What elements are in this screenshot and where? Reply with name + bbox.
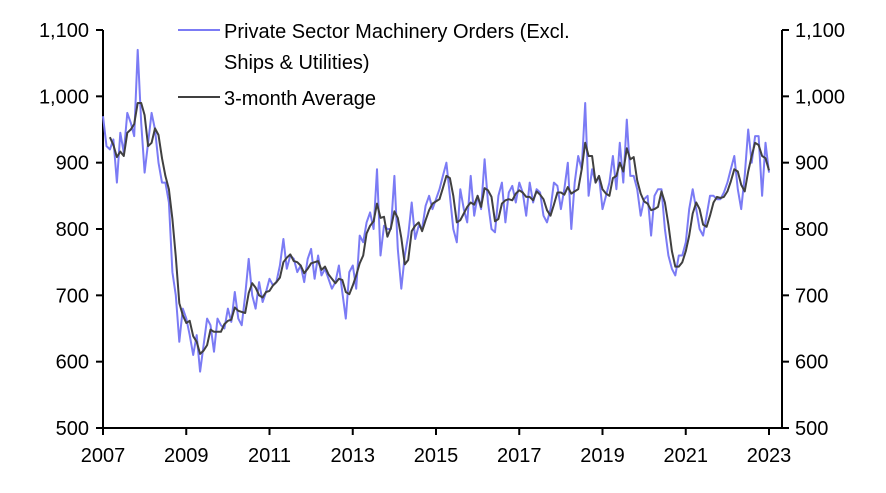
left-y-tick-label: 700: [56, 285, 89, 307]
legend-label-average: 3-month Average: [224, 88, 376, 110]
left-y-tick-label: 600: [56, 352, 89, 374]
right-y-tick-label: 1,100: [795, 20, 845, 42]
x-tick-label: 2015: [414, 445, 459, 467]
left-y-tick-label: 900: [56, 153, 89, 175]
right-y-tick-label: 700: [795, 285, 828, 307]
series-lines: [102, 48, 770, 373]
left-y-tick-label: 1,000: [39, 86, 89, 108]
x-tick-label: 2021: [664, 445, 709, 467]
axes: 500 500 600 600 700 700 800 800 900 900 1,000 1,000…: [39, 20, 845, 467]
x-tick-label: 2009: [164, 445, 209, 467]
left-y-tick-label: 1,100: [39, 20, 89, 42]
x-tick-label: 2017: [497, 445, 542, 467]
legend-label-orders-line2: Ships & Utilities): [224, 52, 370, 74]
series-line-orders: [102, 48, 770, 373]
right-y-tick-label: 900: [795, 153, 828, 175]
legend: Private Sector Machinery Orders (Excl. S…: [178, 21, 570, 110]
legend-label-orders-line1: Private Sector Machinery Orders (Excl.: [224, 21, 570, 43]
x-tick-label: 2023: [747, 445, 792, 467]
x-tick-label: 2007: [81, 445, 126, 467]
x-tick-label: 2013: [331, 445, 376, 467]
x-tick-label: 2011: [248, 445, 291, 467]
x-tick-label: 2019: [580, 445, 625, 467]
right-y-tick-label: 500: [795, 418, 828, 440]
right-y-tick-label: 600: [795, 352, 828, 374]
left-y-tick-label: 500: [56, 418, 89, 440]
series-line-3-month-average: [108, 102, 770, 355]
right-y-tick-label: 800: [795, 219, 828, 241]
left-y-tick-label: 800: [56, 219, 89, 241]
right-y-tick-label: 1,000: [795, 86, 845, 108]
